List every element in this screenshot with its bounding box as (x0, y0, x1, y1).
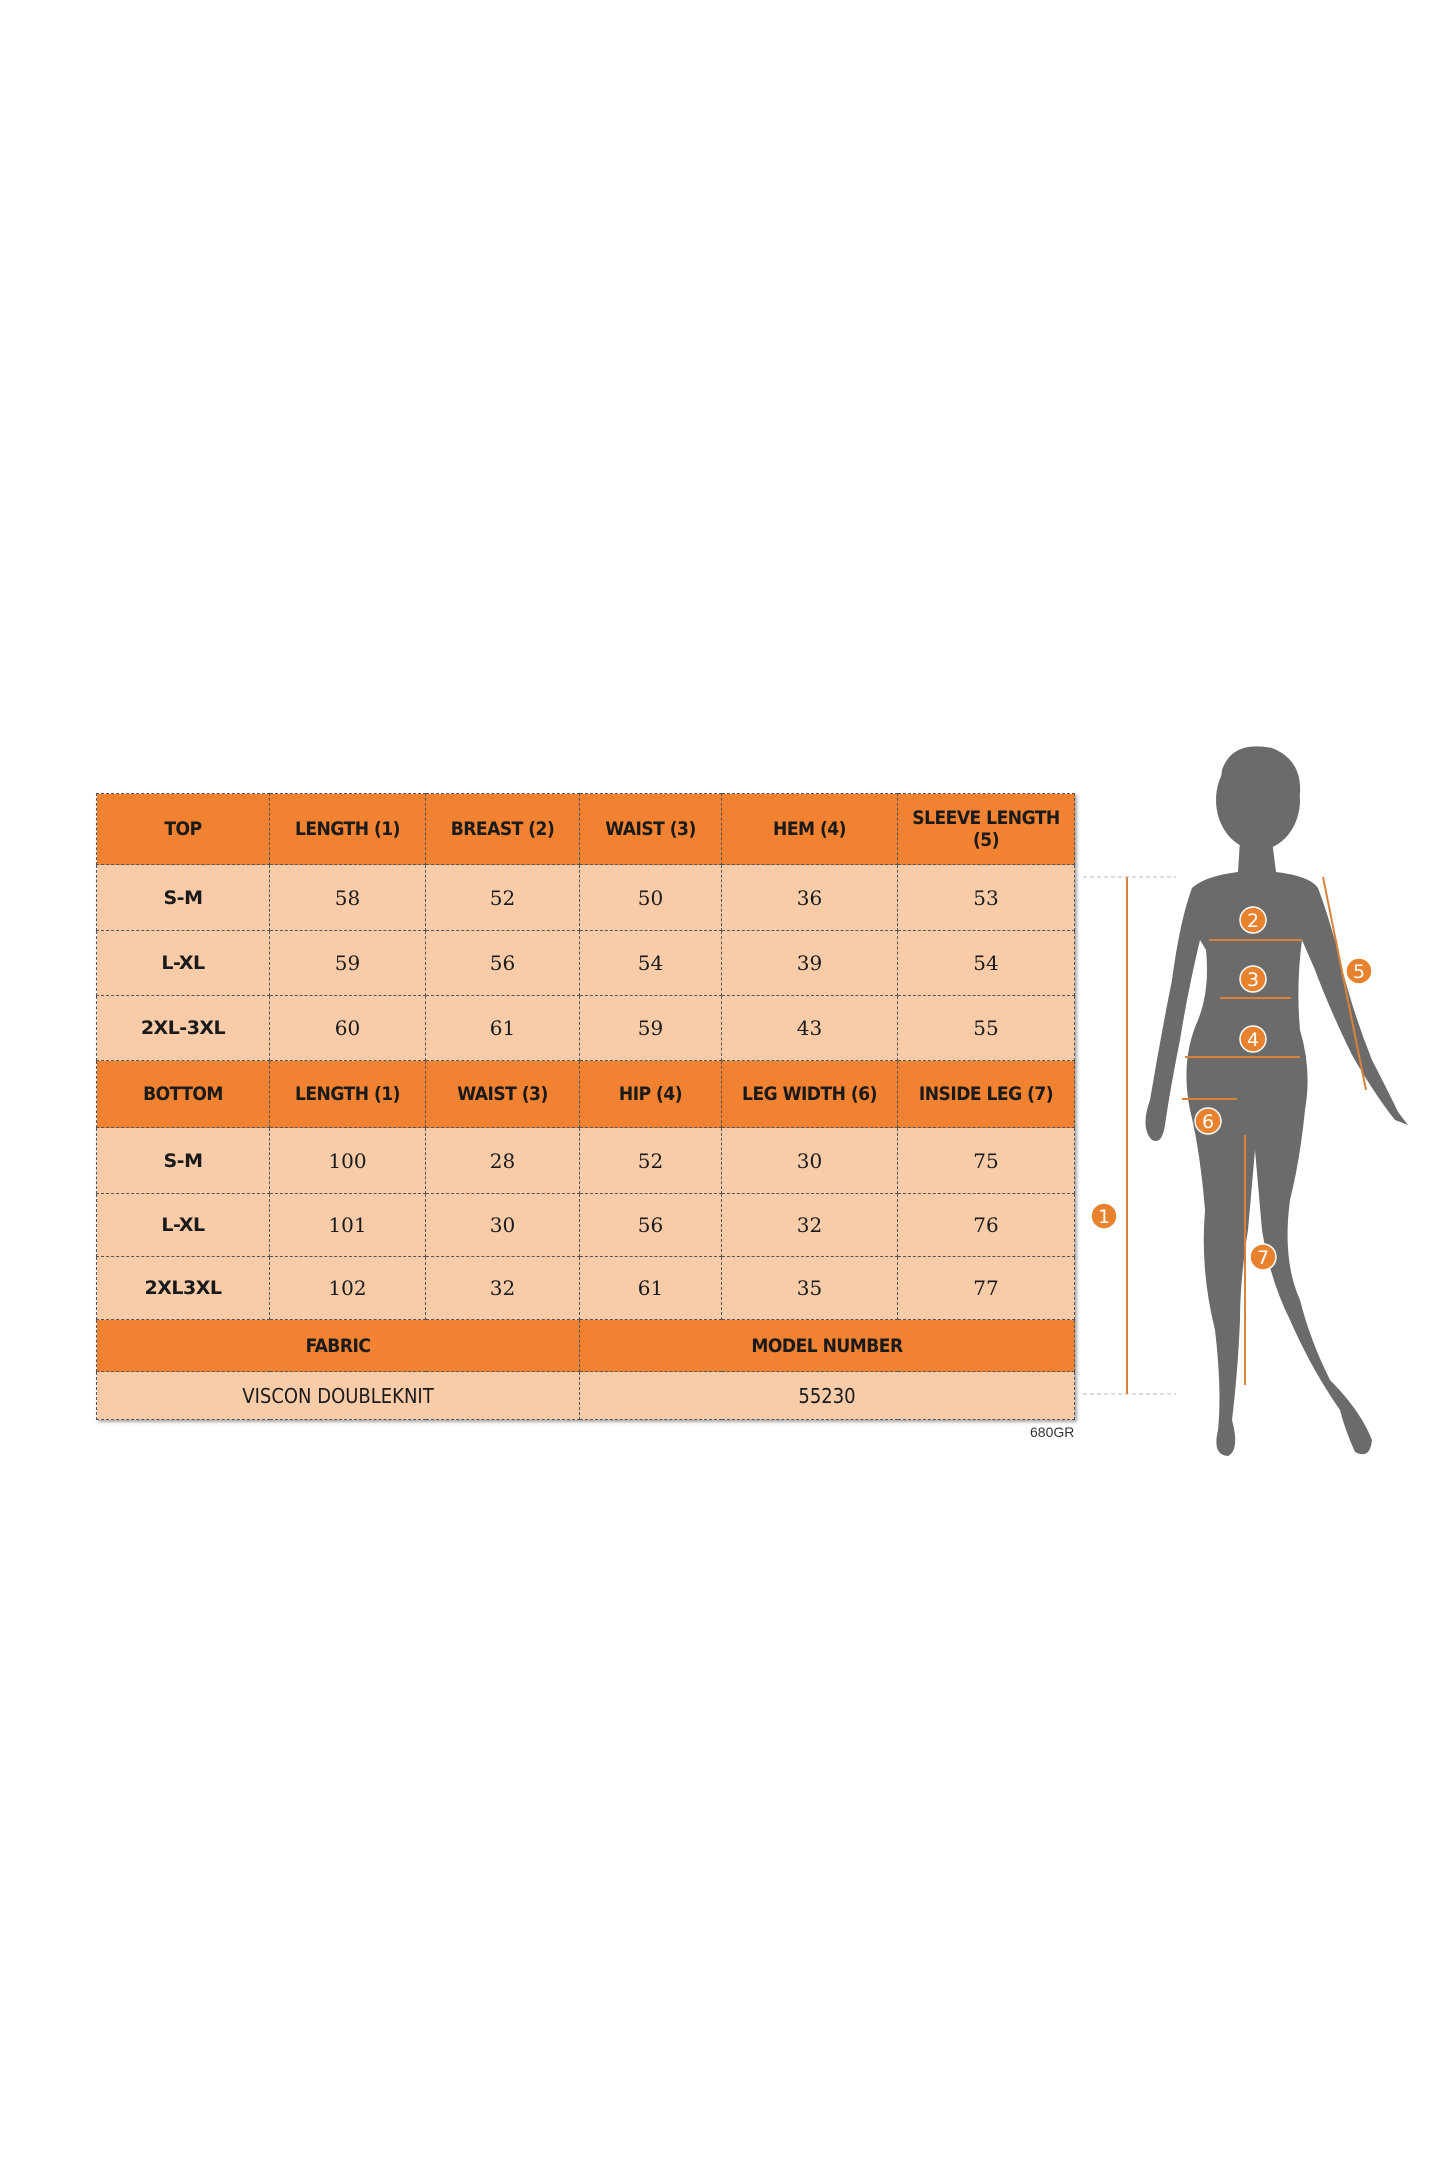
size-cell: BOTTOM (96, 1060, 270, 1128)
marker-label: 2 (1247, 910, 1259, 932)
value-cell: 61 (579, 1256, 722, 1320)
table-row: L-XL 101 30 56 32 76 (96, 1193, 1075, 1257)
size-cell: TOP (96, 793, 270, 865)
marker-circle (1194, 1107, 1222, 1135)
model-value: 55230 (579, 1371, 1075, 1420)
marker-label: 3 (1247, 969, 1259, 991)
value-cell: 32 (721, 1193, 898, 1257)
measurement-arrows (1083, 876, 1367, 1395)
value-cell: 30 (425, 1193, 580, 1257)
marker-label: 5 (1353, 961, 1365, 983)
value-cell: 52 (425, 864, 580, 931)
size-chart-table: TOP LENGTH (1) BREAST (2) WAIST (3) HEM (4) S… (96, 793, 1075, 1420)
size-cell: L-XL (96, 1193, 270, 1257)
value-cell: 58 (269, 864, 426, 931)
value-cell: 77 (897, 1256, 1075, 1320)
marker-label: 6 (1202, 1111, 1214, 1133)
value-cell: HEM (4) (721, 793, 898, 865)
table-row: S-M 58 52 50 36 53 (96, 864, 1075, 931)
value-cell: 101 (269, 1193, 426, 1257)
value-cell: 54 (897, 930, 1075, 996)
value-cell: WAIST (3) (579, 793, 722, 865)
size-cell: S-M (96, 864, 270, 931)
value-cell: 53 (897, 864, 1075, 931)
table-row: 2XL-3XL 60 61 59 43 55 (96, 995, 1075, 1061)
value-cell: SLEEVE LENGTH (5) (897, 793, 1075, 865)
value-cell: 39 (721, 930, 898, 996)
fabric-value: VISCON DOUBLEKNIT (96, 1371, 580, 1420)
value-cell: 76 (897, 1193, 1075, 1257)
product-code: 680GR (1030, 1424, 1075, 1440)
marker-circle (1345, 957, 1373, 985)
value-cell: 56 (579, 1193, 722, 1257)
value-cell: 56 (425, 930, 580, 996)
value-cell: LENGTH (1) (269, 1060, 426, 1128)
size-cell: L-XL (96, 930, 270, 996)
value-cell: 32 (425, 1256, 580, 1320)
value-cell: WAIST (3) (425, 1060, 580, 1128)
fabric-label: FABRIC (96, 1319, 580, 1372)
marker-circle (1090, 1202, 1118, 1230)
footer-header-row: FABRIC MODEL NUMBER (96, 1319, 1075, 1372)
marker-circle (1249, 1243, 1277, 1271)
value-cell: 50 (579, 864, 722, 931)
table-row: L-XL 59 56 54 39 54 (96, 930, 1075, 996)
silhouette (1145, 746, 1408, 1456)
measurement-markers: 1 2 3 4 5 6 7 (1090, 906, 1373, 1271)
header-row: TOP LENGTH (1) BREAST (2) WAIST (3) HEM (4) S… (96, 793, 1075, 865)
marker-circle (1239, 906, 1267, 934)
value-cell: 54 (579, 930, 722, 996)
marker-circle (1239, 965, 1267, 993)
value-cell: 52 (579, 1127, 722, 1194)
value-cell: INSIDE LEG (7) (897, 1060, 1075, 1128)
size-cell: S-M (96, 1127, 270, 1194)
size-cell: 2XL-3XL (96, 995, 270, 1061)
value-cell: 36 (721, 864, 898, 931)
model-label: MODEL NUMBER (579, 1319, 1075, 1372)
value-cell: 55 (897, 995, 1075, 1061)
marker-circle (1239, 1025, 1267, 1053)
value-cell: 61 (425, 995, 580, 1061)
header-row: BOTTOM LENGTH (1) WAIST (3) HIP (4) LEG WIDT… (96, 1060, 1075, 1128)
value-cell: HIP (4) (579, 1060, 722, 1128)
footer-row: VISCON DOUBLEKNIT 55230 (96, 1371, 1075, 1420)
value-cell: 35 (721, 1256, 898, 1320)
marker-label: 4 (1247, 1029, 1259, 1051)
value-cell: 102 (269, 1256, 426, 1320)
marker-label: 7 (1257, 1247, 1269, 1269)
table-row: S-M 100 28 52 30 75 (96, 1127, 1075, 1194)
value-cell: 59 (579, 995, 722, 1061)
value-cell: 28 (425, 1127, 580, 1194)
marker-label: 1 (1098, 1206, 1110, 1228)
